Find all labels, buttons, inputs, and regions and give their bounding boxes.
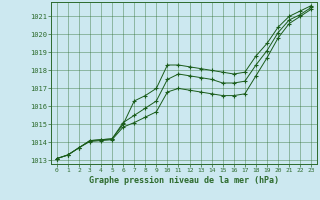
X-axis label: Graphe pression niveau de la mer (hPa): Graphe pression niveau de la mer (hPa) (89, 176, 279, 185)
